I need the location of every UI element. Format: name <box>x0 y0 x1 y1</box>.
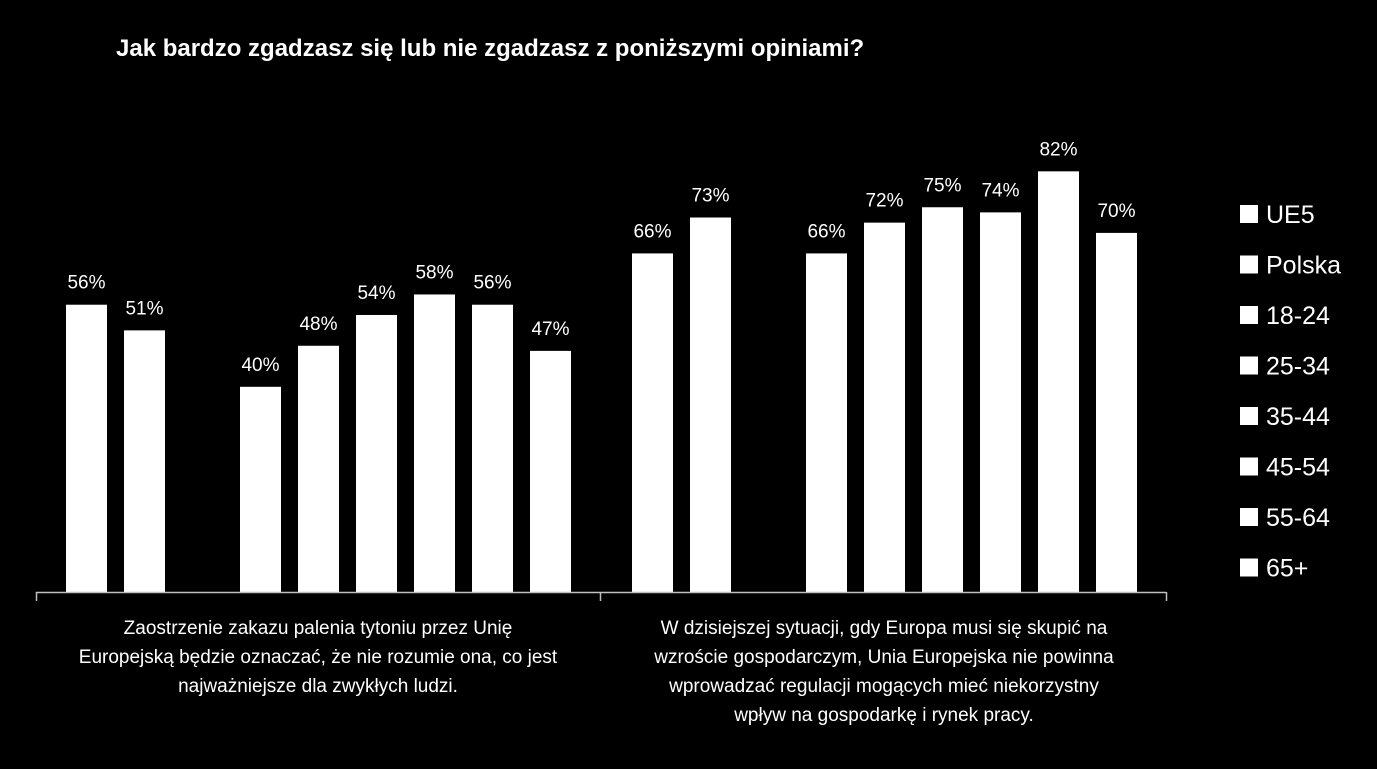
bar-UE5-group-2 <box>632 253 673 593</box>
legend-item-Polska: Polska <box>1266 252 1341 280</box>
value-label: 51% <box>125 298 163 319</box>
legend-item-65+: 65+ <box>1266 555 1308 583</box>
value-label: 70% <box>1097 201 1135 222</box>
category-label-line: W dzisiejszej sytuacji, gdy Europa musi … <box>661 618 1108 639</box>
bar-35-44-group-2 <box>864 222 905 592</box>
category-labels-group: Zaostrzenie zakazu palenia tytoniu przez… <box>79 618 1114 726</box>
category-label-line: Europejską będzie oznaczać, że nie rozum… <box>79 647 558 668</box>
legend-item-35-44: 35-44 <box>1266 403 1330 431</box>
category-label-1: Zaostrzenie zakazu palenia tytoniu przez… <box>79 618 558 697</box>
value-label: 48% <box>299 314 337 335</box>
legend: UE5 Polska 18-24 25-34 35-44 45-54 55-64 65+ <box>1240 201 1341 583</box>
bar-Polska-group-1 <box>124 330 165 592</box>
legend-item-25-34: 25-34 <box>1266 353 1330 381</box>
value-label: 58% <box>415 262 453 283</box>
legend-item-18-24: 18-24 <box>1266 302 1330 330</box>
category-label-line: wpływ na gospodarkę i rynek pracy. <box>733 705 1034 726</box>
value-label: 66% <box>807 221 845 242</box>
bar-55-64-group-1 <box>414 294 455 592</box>
bar-45-54-group-1 <box>356 314 397 592</box>
category-label-line: wzroście gospodarczym, Unia Europejska n… <box>653 647 1114 668</box>
value-label: 82% <box>1039 139 1077 160</box>
legend-item-55-64: 55-64 <box>1266 504 1330 532</box>
bar-65+-group-1 <box>472 304 513 592</box>
value-label: 47% <box>531 319 569 340</box>
value-labels-group: 56% 66% 51% 73% 40% 66% 48% 72% 54% 75% 58% 74% 56% 8… <box>67 139 1135 375</box>
value-label: 73% <box>691 186 729 207</box>
legend-swatch <box>1240 558 1258 577</box>
legend-swatch <box>1240 306 1258 324</box>
bar-UE5-group-1 <box>66 304 107 592</box>
legend-swatch <box>1240 356 1258 375</box>
value-label: 56% <box>473 273 511 294</box>
bar-55-64-group-2 <box>980 212 1021 592</box>
bar-series-8-group-1 <box>530 350 571 592</box>
chart-title: Jak bardzo zgadzasz się lub nie zgadzasz… <box>116 35 864 62</box>
x-axis <box>35 591 1168 601</box>
value-label: 40% <box>241 355 279 376</box>
legend-item-UE5: UE5 <box>1266 201 1315 229</box>
value-label: 66% <box>633 221 671 242</box>
bar-25-34-group-1 <box>240 386 281 592</box>
value-label: 75% <box>923 175 961 196</box>
category-label-line: wprowadzać regulacji mogących mieć nieko… <box>668 676 1099 697</box>
legend-swatch <box>1240 205 1258 223</box>
category-label-2: W dzisiejszej sytuacji, gdy Europa musi … <box>653 618 1114 726</box>
legend-swatch <box>1240 457 1258 476</box>
value-label: 74% <box>981 180 1019 201</box>
bar-65+-group-2 <box>1038 171 1079 592</box>
bar-45-54-group-2 <box>922 207 963 592</box>
value-label: 56% <box>67 273 105 294</box>
category-label-line: najważniejsze dla zwykłych ludzi. <box>178 676 458 697</box>
bar-35-44-group-1 <box>298 345 339 592</box>
legend-item-45-54: 45-54 <box>1266 454 1330 482</box>
bar-25-34-group-2 <box>806 253 847 593</box>
value-label: 54% <box>357 283 395 304</box>
bar-Polska-group-2 <box>690 217 731 592</box>
value-label: 72% <box>865 191 903 212</box>
legend-swatch <box>1240 508 1258 526</box>
category-label-line: Zaostrzenie zakazu palenia tytoniu przez… <box>124 618 513 639</box>
bar-series-8-group-2 <box>1096 232 1137 592</box>
legend-swatch <box>1240 407 1258 425</box>
legend-swatch <box>1240 255 1258 274</box>
bars-group <box>66 171 1137 593</box>
